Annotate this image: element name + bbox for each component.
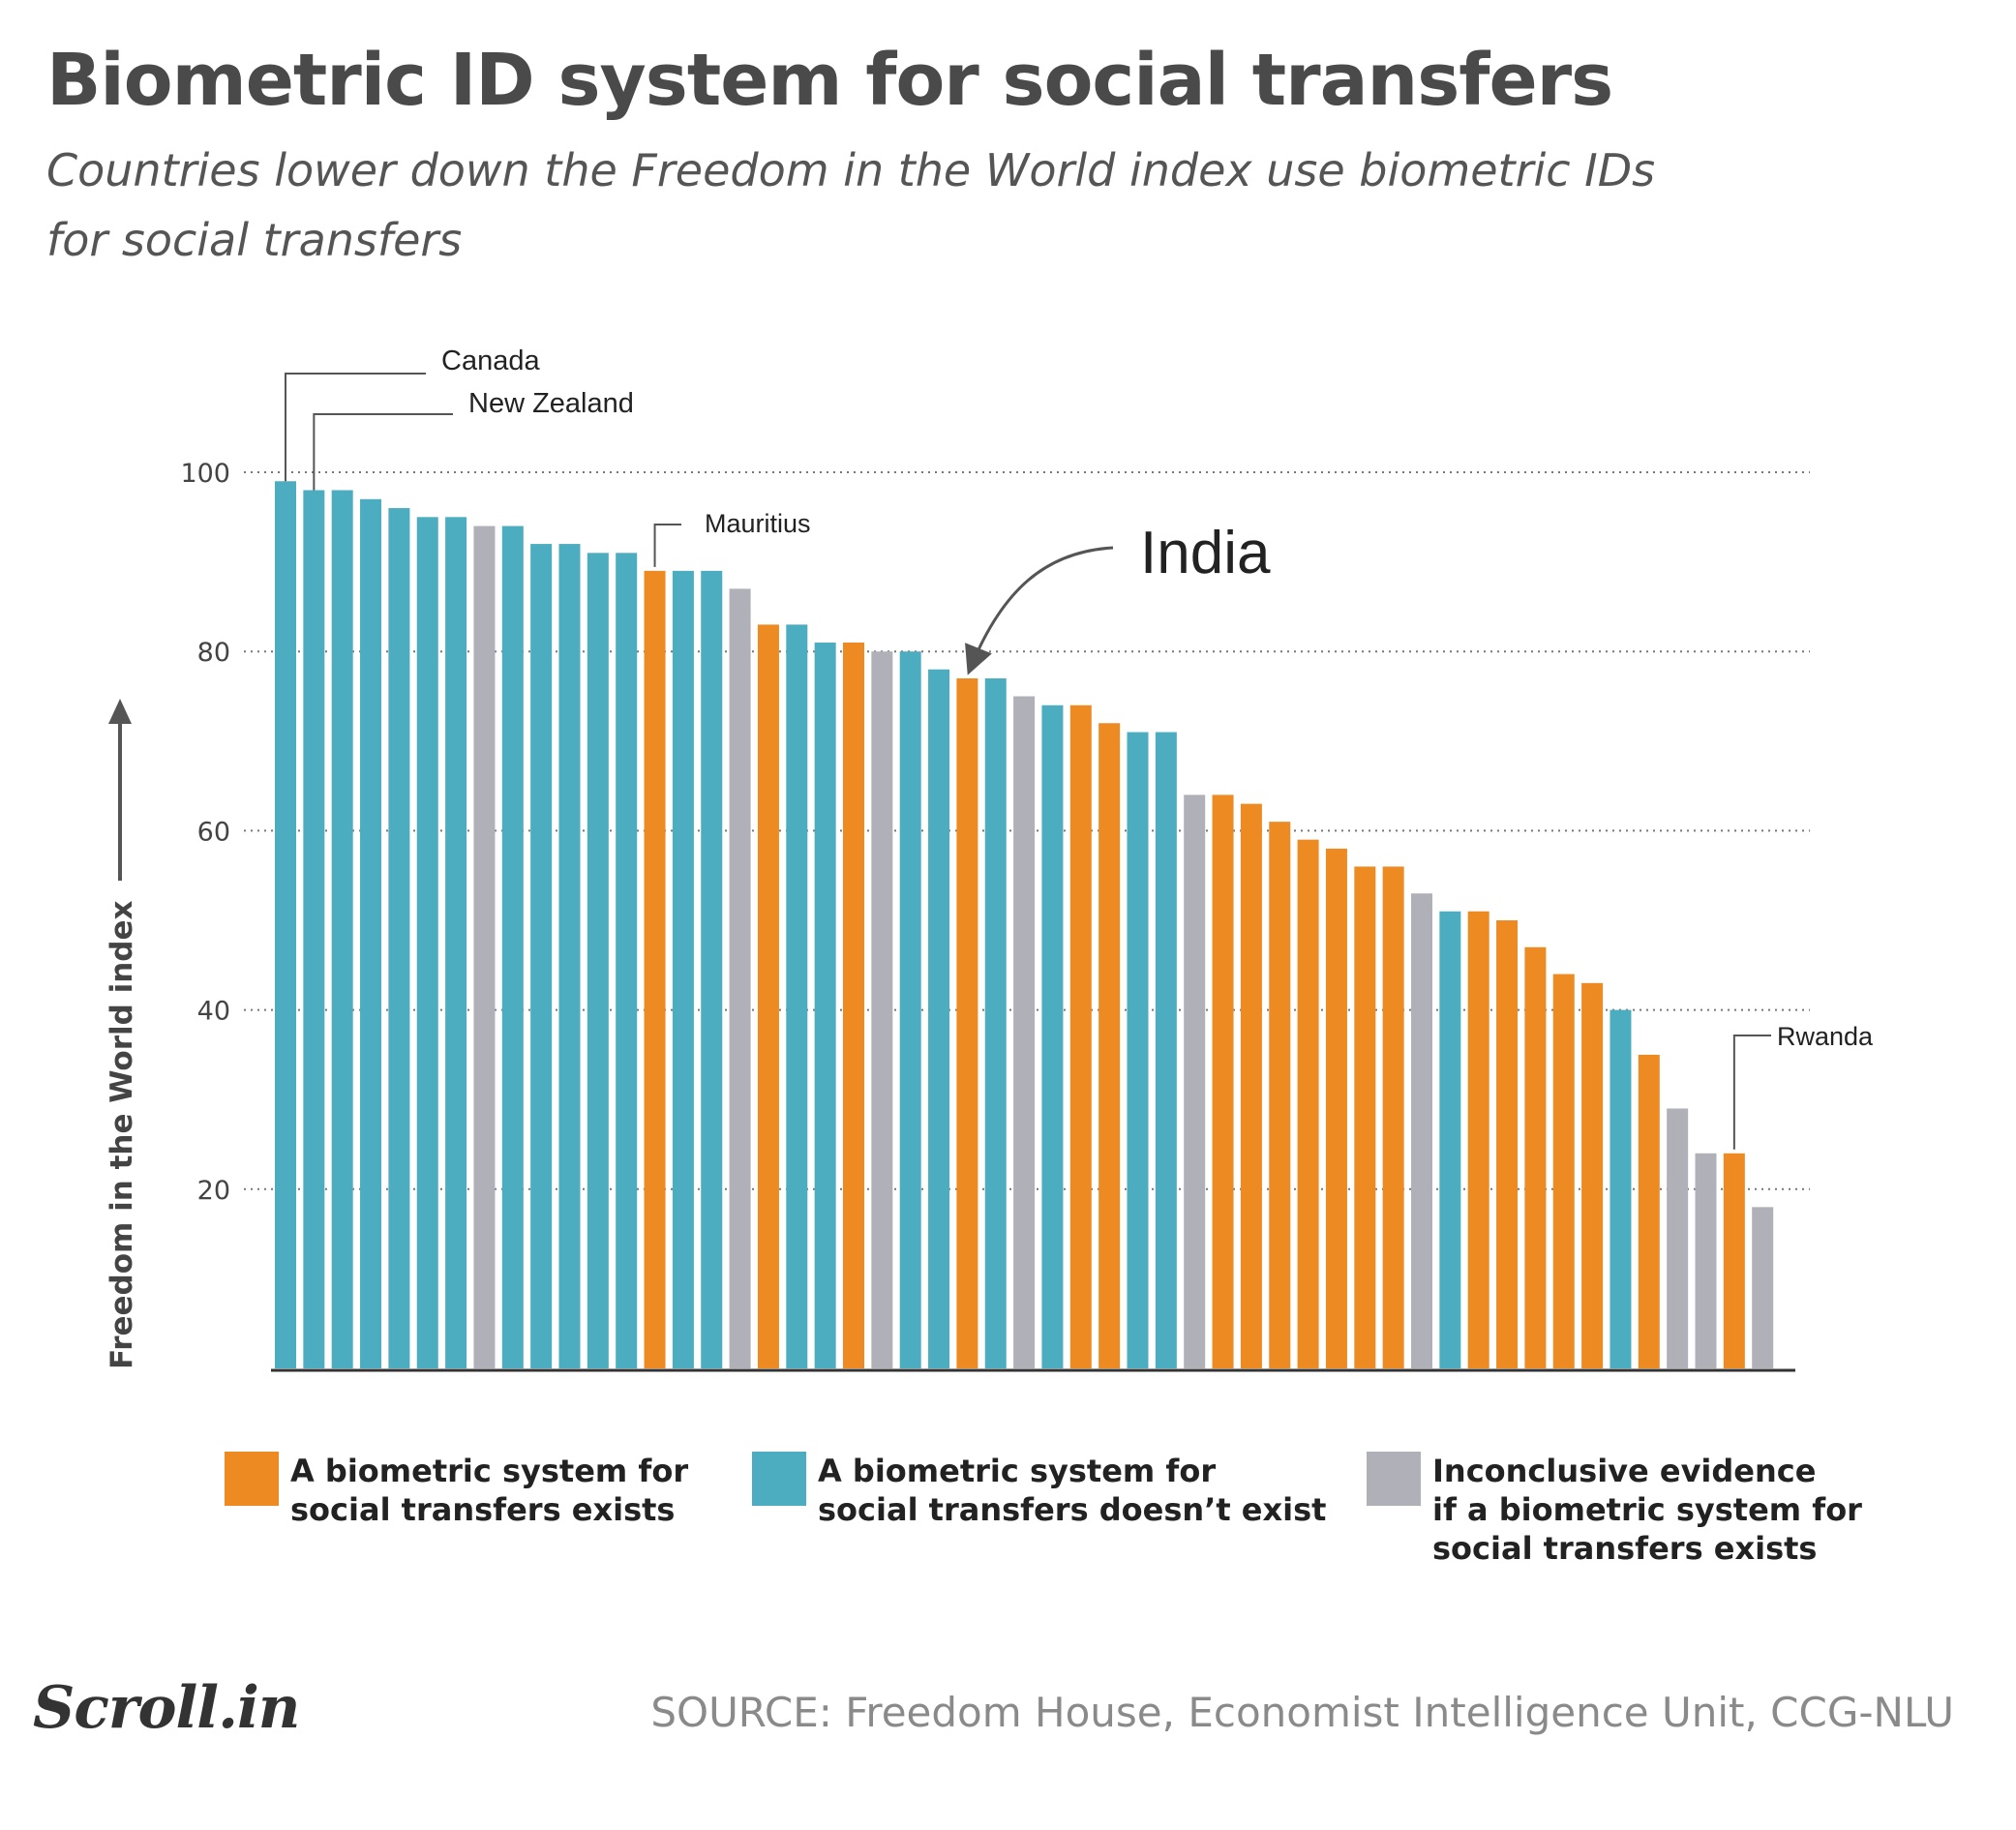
bar-50 xyxy=(1667,1108,1689,1368)
scroll-logo: Scroll.in xyxy=(33,1674,300,1742)
bar-48 xyxy=(1610,1009,1632,1368)
gridlines: 20 40 60 80 100 xyxy=(180,459,1810,1206)
annotation-label-mauritius: Mauritius xyxy=(705,509,811,538)
bar-42 xyxy=(1439,911,1461,1368)
bar-3 xyxy=(331,490,353,1368)
bars xyxy=(275,481,1774,1368)
bar-14 xyxy=(644,570,666,1368)
bar-49 xyxy=(1638,1054,1660,1368)
bar-18 xyxy=(757,624,779,1368)
bar-51 xyxy=(1695,1153,1717,1368)
source-note: SOURCE: Freedom House, Economist Intelli… xyxy=(650,1689,1954,1736)
bar-13 xyxy=(616,553,638,1368)
bar-36 xyxy=(1269,822,1291,1368)
legend-label-inconclusive: Inconclusive evidence if a biometric sys… xyxy=(1432,1453,1862,1567)
annotation-line-mauritius xyxy=(653,524,681,567)
bar-10 xyxy=(530,544,553,1368)
bar-12 xyxy=(587,553,609,1368)
bar-26 xyxy=(984,677,1007,1368)
bar-46 xyxy=(1552,974,1575,1368)
annotation-line-canada xyxy=(285,373,426,482)
bar-22 xyxy=(871,651,893,1368)
bar-29 xyxy=(1069,705,1092,1368)
legend-label-not-exists: A biometric system for social transfers … xyxy=(818,1453,1327,1528)
y-tick-label-60: 60 xyxy=(197,817,230,847)
bar-20 xyxy=(814,642,836,1368)
bar-37 xyxy=(1297,839,1319,1368)
bar-52 xyxy=(1723,1153,1745,1368)
bar-31 xyxy=(1127,732,1149,1368)
bar-41 xyxy=(1411,893,1432,1368)
legend-swatch-not-exists xyxy=(752,1452,806,1506)
chart-subtitle: Countries lower down the Freedom in the … xyxy=(46,135,1692,275)
legend-swatch-exists xyxy=(225,1452,279,1506)
bar-44 xyxy=(1496,920,1519,1368)
chart-title: Biometric ID system for social transfers xyxy=(46,39,1613,122)
bar-2 xyxy=(303,490,325,1368)
bar-34 xyxy=(1212,795,1234,1368)
y-axis-arrow-head xyxy=(108,699,132,724)
bar-8 xyxy=(473,525,496,1368)
bar-6 xyxy=(416,517,438,1368)
legend-label-exists: A biometric system for social transfers … xyxy=(290,1453,689,1528)
annotation-label-india: India xyxy=(1140,520,1271,586)
bar-35 xyxy=(1240,803,1262,1368)
y-tick-label-80: 80 xyxy=(197,638,230,668)
bar-53 xyxy=(1752,1207,1774,1368)
bar-24 xyxy=(928,669,950,1368)
bar-16 xyxy=(701,570,723,1368)
bar-chart: 20 40 60 80 100 Canada New Zealand Mauritius In… xyxy=(105,345,1874,1372)
bar-27 xyxy=(1013,696,1036,1368)
bar-9 xyxy=(501,525,524,1368)
bar-4 xyxy=(360,498,382,1368)
legend-swatch-inconclusive xyxy=(1367,1452,1421,1506)
y-axis-title: Freedom in the World index xyxy=(105,900,139,1369)
bar-5 xyxy=(388,508,410,1368)
bar-33 xyxy=(1184,795,1206,1368)
bar-38 xyxy=(1325,848,1347,1368)
bar-11 xyxy=(558,544,581,1368)
bar-39 xyxy=(1354,866,1376,1368)
annotation-label-new-zealand: New Zealand xyxy=(468,388,634,419)
bar-25 xyxy=(956,677,978,1368)
bar-47 xyxy=(1581,982,1604,1368)
subtitle-line-1: Countries lower down the Freedom in the … xyxy=(46,144,1656,196)
bar-23 xyxy=(899,651,921,1368)
y-tick-label-40: 40 xyxy=(197,997,230,1027)
annotation-line-new-zealand xyxy=(313,413,453,491)
bar-28 xyxy=(1041,705,1064,1368)
bar-43 xyxy=(1467,911,1489,1368)
bar-15 xyxy=(672,570,694,1368)
bar-45 xyxy=(1524,946,1547,1368)
bar-21 xyxy=(843,642,864,1368)
bar-30 xyxy=(1098,723,1121,1368)
subtitle-line-2: for social transfers xyxy=(46,214,463,266)
y-axis-title-group: Freedom in the World index xyxy=(105,699,139,1369)
bar-32 xyxy=(1155,732,1177,1368)
annotation-label-rwanda: Rwanda xyxy=(1777,1022,1874,1051)
bar-1 xyxy=(275,481,296,1368)
y-tick-label-100: 100 xyxy=(180,459,230,489)
annotation-line-india xyxy=(965,546,1114,675)
bar-40 xyxy=(1382,866,1404,1368)
bar-19 xyxy=(786,624,808,1368)
bar-17 xyxy=(729,588,751,1368)
annotation-label-canada: Canada xyxy=(441,345,540,376)
annotation-line-rwanda xyxy=(1732,1035,1771,1150)
y-tick-label-20: 20 xyxy=(197,1176,230,1206)
bar-7 xyxy=(445,517,467,1368)
annotations: Canada New Zealand Mauritius India Rwanda xyxy=(285,345,1874,1150)
